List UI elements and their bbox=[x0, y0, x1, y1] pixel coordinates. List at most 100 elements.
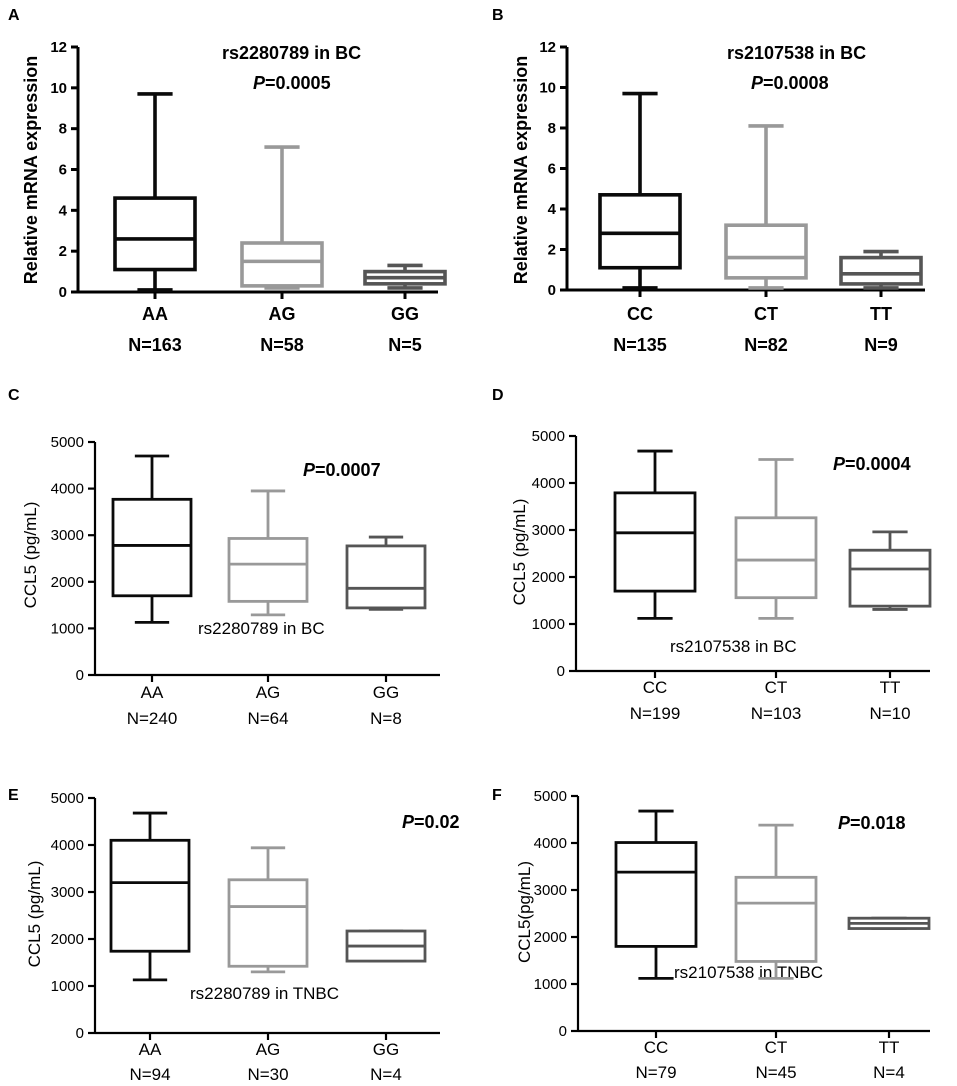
category-label: AA bbox=[139, 1040, 162, 1059]
y-tick-label: 2000 bbox=[532, 569, 565, 586]
iqr-box bbox=[598, 193, 682, 270]
sample-size-label: N=45 bbox=[755, 1063, 796, 1082]
chart-title: rs2280789 in TNBC bbox=[190, 984, 339, 1003]
y-tick-label: 6 bbox=[59, 162, 67, 179]
p-symbol: P bbox=[833, 454, 846, 474]
y-tick-label: 4000 bbox=[51, 481, 84, 498]
iqr-box bbox=[345, 544, 427, 610]
category-label: GG bbox=[373, 683, 399, 702]
y-tick-label: 12 bbox=[539, 39, 556, 56]
panel-C: C 0 1000 2000 3000 4000 5000 CCL5 (pg/mL) rs2280… bbox=[8, 387, 440, 728]
p-value-annotation: P=0.0008 bbox=[751, 73, 829, 93]
category-label: AA bbox=[141, 683, 164, 702]
y-tick-label: 2 bbox=[548, 242, 556, 259]
y-tick-label: 5000 bbox=[532, 428, 565, 445]
category-label: AG bbox=[256, 683, 281, 702]
sample-size-label: N=240 bbox=[127, 709, 178, 728]
sample-size-label: N=4 bbox=[873, 1063, 905, 1082]
p-value-annotation: P=0.018 bbox=[838, 813, 906, 833]
y-tick-label: 5000 bbox=[51, 434, 84, 451]
iqr-box bbox=[227, 878, 309, 968]
chart-title: rs2280789 in BC bbox=[222, 43, 361, 63]
y-tick-label: 1000 bbox=[51, 978, 84, 995]
panel-A: A 0 2 4 6 8 10 12 Relative mRNA expression rs2280… bbox=[8, 7, 447, 355]
y-tick-label: 0 bbox=[548, 282, 556, 299]
iqr-box bbox=[839, 255, 923, 286]
p-value: =0.0004 bbox=[845, 454, 911, 474]
panel-B: B 0 2 4 6 8 10 12 Relative mRNA expression rs2107… bbox=[492, 7, 925, 355]
box-AA bbox=[109, 811, 191, 982]
sample-size-label: N=4 bbox=[370, 1065, 402, 1084]
iqr-box bbox=[113, 196, 197, 272]
y-tick-label: 0 bbox=[557, 663, 565, 680]
box-CC bbox=[613, 449, 697, 620]
p-value: =0.0005 bbox=[265, 73, 331, 93]
box-GG bbox=[345, 929, 427, 963]
y-tick-label: 2 bbox=[59, 243, 67, 260]
y-tick-label: 8 bbox=[548, 120, 556, 137]
y-axis-label: Relative mRNA expression bbox=[21, 56, 41, 284]
box-AG bbox=[227, 489, 309, 617]
iqr-box bbox=[848, 548, 932, 608]
panel-letter: F bbox=[492, 787, 502, 804]
iqr-box bbox=[613, 491, 697, 593]
p-value: =0.018 bbox=[850, 813, 906, 833]
iqr-box bbox=[240, 241, 324, 288]
category-label: AG bbox=[269, 304, 296, 324]
category-label: AA bbox=[142, 304, 168, 324]
y-tick-label: 5000 bbox=[534, 788, 567, 805]
box-CT bbox=[734, 458, 818, 620]
box-GG bbox=[363, 263, 447, 290]
y-tick-label: 4000 bbox=[534, 835, 567, 852]
y-tick-label: 5000 bbox=[51, 790, 84, 807]
panel-letter: C bbox=[8, 387, 20, 404]
iqr-box bbox=[614, 841, 698, 948]
y-tick-label: 0 bbox=[59, 284, 67, 301]
y-axis-label: CCL5 (pg/mL) bbox=[25, 861, 44, 968]
p-symbol: P bbox=[253, 73, 266, 93]
panel-letter: D bbox=[492, 387, 504, 404]
box-AG bbox=[227, 846, 309, 974]
sample-size-label: N=103 bbox=[751, 704, 802, 723]
chart-title: rs2107538 in BC bbox=[727, 43, 866, 63]
box-AA bbox=[113, 92, 197, 292]
p-value: =0.02 bbox=[414, 812, 460, 832]
y-tick-label: 4000 bbox=[51, 837, 84, 854]
p-value-annotation: P=0.02 bbox=[402, 812, 460, 832]
category-label: CT bbox=[765, 1038, 788, 1057]
category-label: CC bbox=[643, 678, 668, 697]
y-tick-label: 8 bbox=[59, 121, 67, 138]
chart-title: rs2107538 in TNBC bbox=[674, 963, 823, 982]
y-tick-label: 10 bbox=[50, 80, 67, 97]
p-symbol: P bbox=[303, 460, 316, 480]
category-label: AG bbox=[256, 1040, 281, 1059]
y-tick-label: 3000 bbox=[51, 527, 84, 544]
iqr-box bbox=[111, 497, 193, 598]
y-axis-label: CCL5(pg/mL) bbox=[515, 861, 534, 963]
panel-D: D 0 1000 2000 3000 4000 5000 CCL5 (pg/mL) rs2107… bbox=[492, 387, 932, 723]
y-tick-label: 6 bbox=[548, 161, 556, 178]
sample-size-label: N=58 bbox=[260, 335, 304, 355]
sample-size-label: N=30 bbox=[247, 1065, 288, 1084]
iqr-box bbox=[734, 875, 818, 963]
sample-size-label: N=94 bbox=[129, 1065, 170, 1084]
y-tick-label: 10 bbox=[539, 80, 556, 97]
chart-title: rs2280789 in BC bbox=[198, 619, 325, 638]
box-GG bbox=[345, 535, 427, 611]
p-value-annotation: P=0.0004 bbox=[833, 454, 911, 474]
sample-size-label: N=9 bbox=[864, 335, 898, 355]
panel-letter: A bbox=[8, 7, 20, 24]
p-value-annotation: P=0.0005 bbox=[253, 73, 331, 93]
y-tick-label: 0 bbox=[76, 1025, 84, 1042]
iqr-box bbox=[724, 223, 808, 280]
iqr-box bbox=[734, 516, 818, 600]
y-tick-label: 3000 bbox=[534, 882, 567, 899]
y-tick-label: 4 bbox=[548, 201, 557, 218]
y-tick-label: 4000 bbox=[532, 475, 565, 492]
box-TT bbox=[839, 249, 923, 290]
y-tick-label: 0 bbox=[76, 667, 84, 684]
p-symbol: P bbox=[402, 812, 415, 832]
box-CC bbox=[598, 91, 682, 290]
box-TT bbox=[848, 530, 932, 611]
box-AA bbox=[111, 454, 193, 624]
